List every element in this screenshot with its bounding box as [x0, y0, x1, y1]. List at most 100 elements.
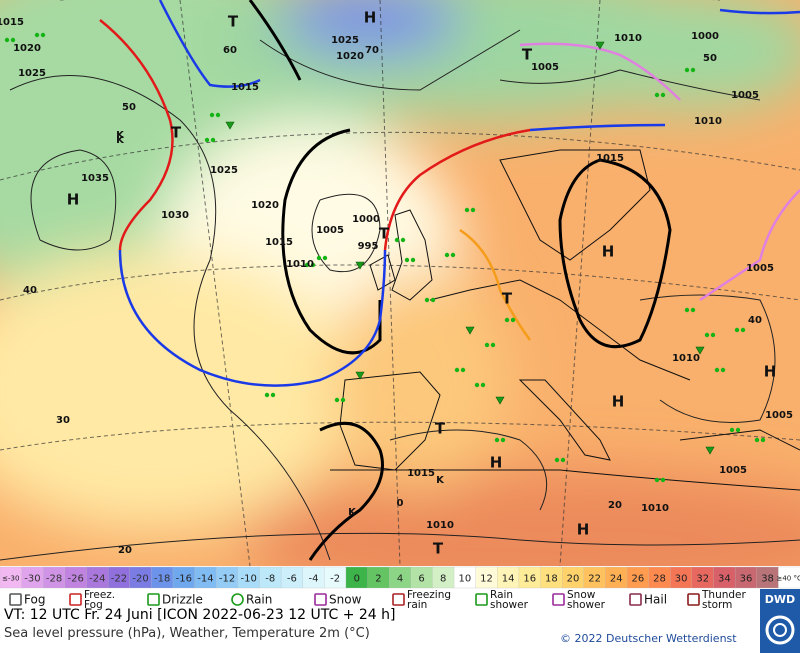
- isobar-label: 1010: [614, 33, 642, 44]
- isobar-label: 1030: [161, 210, 189, 221]
- isobar-label: K: [116, 135, 125, 146]
- scale-label: 30: [675, 574, 688, 585]
- shower-symbol: [495, 396, 505, 405]
- weather-symbol: [316, 255, 328, 261]
- rain-dot: [510, 317, 516, 323]
- coastlines: [330, 149, 800, 491]
- legend-icon: [9, 593, 22, 606]
- weather-symbol: [705, 446, 715, 455]
- isobar-label: 1015: [407, 468, 435, 479]
- scale-label: 38: [761, 574, 774, 585]
- shower-symbol: [465, 326, 475, 335]
- isobar-label: 30: [56, 415, 70, 426]
- weather-symbol: [334, 397, 346, 403]
- weather-symbol: [464, 207, 476, 213]
- description: Sea level pressure (hPa), Weather, Tempe…: [4, 626, 370, 641]
- weather-symbol: [4, 37, 16, 43]
- shower-symbol: [695, 346, 705, 355]
- weather-symbol: [444, 252, 456, 258]
- rain-dot: [690, 67, 696, 73]
- scale-label: 0: [354, 574, 360, 585]
- isobar-label: 1020: [336, 51, 364, 62]
- legend-label: storm: [702, 599, 732, 611]
- legend-label: Fog: [24, 593, 45, 607]
- shower-symbol: [355, 371, 365, 380]
- scale-label: 32: [696, 574, 709, 585]
- temperature-field: [0, 0, 800, 566]
- legend-icon: [475, 593, 488, 606]
- legend-label: Freezing: [407, 589, 451, 601]
- dwd-logo-text: DWD: [765, 593, 795, 606]
- rain-dot: [720, 367, 726, 373]
- rain-dot: [690, 307, 696, 313]
- rain-dot: [480, 382, 486, 388]
- isobar-label: 1025: [331, 35, 359, 46]
- isobar-label: 1020: [251, 200, 279, 211]
- rain-dot: [404, 257, 410, 263]
- rain-dot: [4, 37, 10, 43]
- pressure-center: H: [602, 243, 615, 261]
- rain-dot: [760, 437, 766, 443]
- rain-dot: [710, 332, 716, 338]
- isobar-label: 1005: [746, 263, 774, 274]
- isobar-label: 1005: [765, 410, 793, 421]
- valid-time: VT: 12 UTC Fr. 24 Juni [ICON 2022-06-23 …: [4, 607, 395, 623]
- rain-dot: [654, 92, 660, 98]
- pressure-center: H: [612, 393, 625, 411]
- isobars: [0, 29, 800, 561]
- scale-label: -24: [89, 574, 105, 585]
- rain-dot: [270, 392, 276, 398]
- isobar-label: 1025: [18, 68, 46, 79]
- rain-dot: [316, 255, 322, 261]
- rain-dot: [494, 437, 500, 443]
- isobar-label: 1005: [719, 465, 747, 476]
- rain-dot: [394, 237, 400, 243]
- legend-label: shower: [490, 599, 529, 611]
- isobar-label: 1010: [641, 503, 669, 514]
- rain-dot: [729, 427, 735, 433]
- rain-dot: [460, 367, 466, 373]
- weather-symbol: [454, 367, 466, 373]
- legend-icon: [314, 593, 327, 606]
- isobar-label: 20: [118, 545, 132, 556]
- legend-label: Rain: [246, 593, 272, 607]
- scale-label: 8: [440, 574, 446, 585]
- scale-label: -26: [68, 574, 84, 585]
- isobar-label: 1000: [352, 214, 380, 225]
- isobar-label: 40: [748, 315, 762, 326]
- pressure-center: T: [228, 13, 239, 31]
- isobar-label: K: [348, 507, 357, 518]
- pressure-center: H: [364, 9, 377, 27]
- legend-icon: [629, 593, 642, 606]
- dwd-logo-swirl-inner: [773, 623, 787, 637]
- isobar-label: 1010: [672, 353, 700, 364]
- rain-dot: [470, 207, 476, 213]
- rain-dot: [560, 457, 566, 463]
- fronts: [99, 0, 800, 387]
- legend-label: Hail: [644, 593, 667, 607]
- weather-symbol: [355, 261, 365, 270]
- rain-dot: [204, 137, 210, 143]
- pressure-center: T: [435, 420, 446, 438]
- isobar-label: 0: [397, 498, 404, 509]
- rain-dot: [740, 327, 746, 333]
- isobar-label: 50: [703, 53, 717, 64]
- isobar-label: 1005: [316, 225, 344, 236]
- scale-label: -12: [219, 574, 235, 585]
- scale-label: -20: [132, 574, 148, 585]
- weather-symbol: [209, 112, 221, 118]
- scale-label: 14: [502, 574, 515, 585]
- scale-label: 22: [588, 574, 601, 585]
- pressure-center: T: [522, 46, 533, 64]
- rain-dot: [735, 427, 741, 433]
- rain-dot: [444, 252, 450, 258]
- weather-symbol: [34, 32, 46, 38]
- weather-symbol: [504, 317, 516, 323]
- scale-label: 34: [718, 574, 731, 585]
- isobar-label: K: [436, 475, 445, 486]
- isobar-label: 1015: [231, 82, 259, 93]
- legend-icon: [69, 593, 82, 606]
- rain-dot: [474, 382, 480, 388]
- pressure-center: T: [379, 225, 390, 243]
